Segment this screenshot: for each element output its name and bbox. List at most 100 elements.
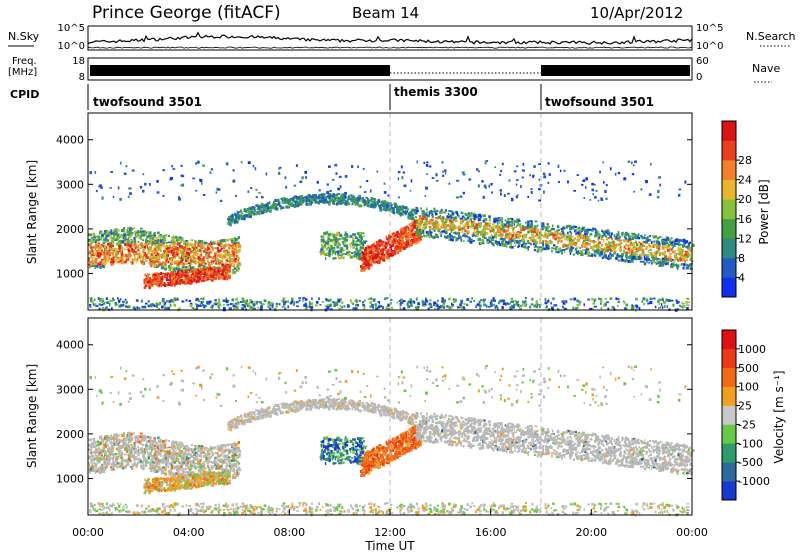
power-cell xyxy=(687,248,690,251)
power-cell xyxy=(401,205,404,209)
power-cell xyxy=(561,252,563,255)
power-cell xyxy=(99,252,102,256)
noise-trace xyxy=(87,31,693,45)
power-cell xyxy=(247,209,250,212)
power-cell xyxy=(391,210,394,213)
power-cell xyxy=(200,268,204,272)
power-cell xyxy=(198,277,202,280)
power-cell xyxy=(636,243,639,247)
power-cell xyxy=(635,250,639,253)
power-cell xyxy=(409,240,413,242)
power-cell xyxy=(527,228,531,231)
power-cell xyxy=(371,260,374,263)
power-cell xyxy=(569,240,571,243)
power-cell xyxy=(418,218,421,222)
power-cell xyxy=(159,250,162,252)
power-cell xyxy=(249,207,253,210)
power-cell xyxy=(545,247,548,250)
power-cell xyxy=(160,272,163,275)
power-cell xyxy=(683,257,685,261)
power-cell xyxy=(617,231,620,234)
power-cell xyxy=(127,230,129,234)
power-cell xyxy=(467,214,471,217)
power-cell xyxy=(369,205,372,208)
power-cell xyxy=(117,242,121,244)
power-cell xyxy=(142,239,145,242)
power-cell xyxy=(332,193,335,197)
power-cell xyxy=(612,253,614,257)
power-cell xyxy=(521,244,524,248)
power-cell xyxy=(685,263,688,266)
power-cell xyxy=(153,232,156,235)
power-cell xyxy=(641,241,644,245)
power-cell xyxy=(148,232,151,235)
power-cell xyxy=(194,276,197,278)
power-cell xyxy=(392,251,395,255)
power-cell xyxy=(175,250,179,254)
power-cell xyxy=(458,234,461,238)
power-cell xyxy=(181,281,183,284)
power-cell xyxy=(649,252,653,255)
power-cell xyxy=(338,246,341,250)
power-cell xyxy=(589,254,592,257)
power-cell xyxy=(413,231,416,234)
power-cell xyxy=(196,252,199,256)
power-cell xyxy=(323,239,325,243)
power-cell xyxy=(517,246,519,248)
power-cell xyxy=(108,244,111,248)
power-cell xyxy=(658,242,661,246)
power-cell xyxy=(685,240,688,244)
power-cell xyxy=(151,237,154,240)
power-cell xyxy=(559,232,562,235)
power-cell xyxy=(405,227,408,230)
power-cell xyxy=(217,271,220,273)
power-cell xyxy=(88,257,91,260)
power-cell xyxy=(661,263,664,266)
power-cell xyxy=(256,212,260,215)
power-cell xyxy=(274,198,277,202)
power-cell xyxy=(522,239,526,243)
power-cell xyxy=(126,229,129,232)
power-cell xyxy=(682,266,685,270)
power-cell xyxy=(506,245,508,249)
power-cell xyxy=(229,263,232,267)
power-cell xyxy=(627,260,630,263)
beam-title: Beam 14 xyxy=(352,4,419,22)
power-cell xyxy=(325,196,328,199)
power-cell xyxy=(153,280,156,283)
power-cell xyxy=(547,227,550,229)
power-cell xyxy=(303,196,306,199)
power-cell xyxy=(202,250,205,253)
power-cell xyxy=(640,257,643,260)
power-cell xyxy=(645,256,648,259)
power-cell xyxy=(496,222,499,225)
power-cell xyxy=(325,240,328,244)
power-cell xyxy=(109,236,113,240)
power-cell xyxy=(415,233,418,236)
power-cell xyxy=(454,235,456,239)
power-cell xyxy=(320,193,324,197)
power-cell xyxy=(376,243,379,247)
power-cell xyxy=(416,228,418,231)
power-cell xyxy=(495,241,498,244)
power-cell xyxy=(395,238,397,241)
power-cell xyxy=(166,278,169,282)
power-cell xyxy=(635,247,638,251)
power-cell xyxy=(421,217,425,220)
power-cell xyxy=(235,220,239,224)
power-cell xyxy=(143,254,146,257)
power-cell xyxy=(482,233,485,235)
power-cell xyxy=(330,247,334,250)
power-cell xyxy=(180,238,184,242)
power-cell xyxy=(441,221,445,225)
power-cell xyxy=(198,241,201,245)
power-cell xyxy=(423,234,425,237)
power-cell xyxy=(600,248,603,250)
power-cell xyxy=(435,234,439,237)
power-cell xyxy=(228,259,231,263)
power-cell xyxy=(514,244,517,247)
power-cell xyxy=(323,231,326,235)
power-cell xyxy=(160,278,163,281)
power-cell xyxy=(226,273,229,277)
power-cell xyxy=(445,235,449,239)
